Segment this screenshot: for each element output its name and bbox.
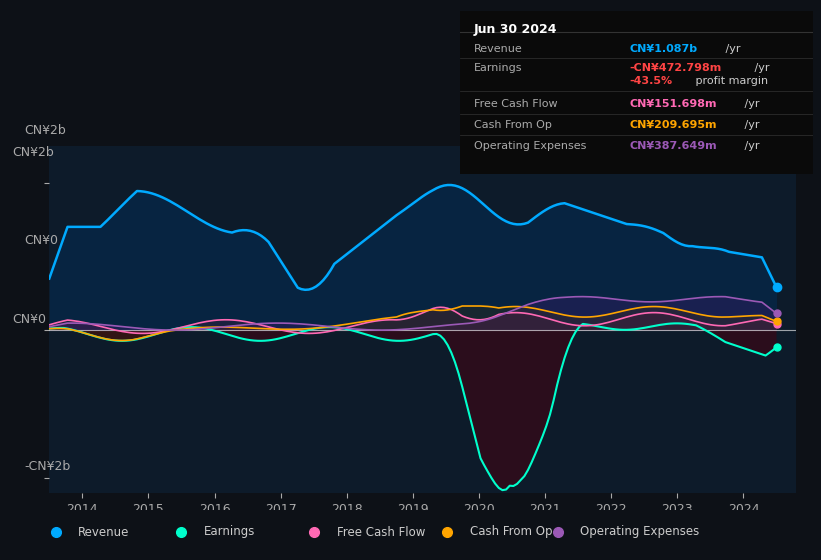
Text: Free Cash Flow: Free Cash Flow — [474, 99, 557, 109]
Text: Cash From Op: Cash From Op — [470, 525, 552, 539]
Text: /yr: /yr — [741, 120, 760, 130]
Text: CN¥209.695m: CN¥209.695m — [629, 120, 717, 130]
Text: Earnings: Earnings — [204, 525, 255, 539]
Text: Revenue: Revenue — [474, 44, 523, 54]
Text: /yr: /yr — [741, 99, 760, 109]
Text: CN¥0: CN¥0 — [11, 312, 46, 326]
Text: CN¥151.698m: CN¥151.698m — [629, 99, 717, 109]
Text: Revenue: Revenue — [78, 525, 130, 539]
Text: /yr: /yr — [722, 44, 741, 54]
Text: CN¥0: CN¥0 — [25, 234, 58, 246]
Text: profit margin: profit margin — [692, 76, 768, 86]
Text: -CN¥2b: -CN¥2b — [25, 460, 71, 473]
Text: CN¥2b: CN¥2b — [25, 124, 67, 137]
Text: Operating Expenses: Operating Expenses — [580, 525, 699, 539]
Text: /yr: /yr — [741, 141, 760, 151]
Text: Jun 30 2024: Jun 30 2024 — [474, 22, 557, 36]
Text: -CN¥472.798m: -CN¥472.798m — [629, 63, 722, 73]
Text: Earnings: Earnings — [474, 63, 522, 73]
Text: CN¥2b: CN¥2b — [11, 146, 53, 158]
Text: Operating Expenses: Operating Expenses — [474, 141, 586, 151]
Text: /yr: /yr — [751, 63, 770, 73]
Text: CN¥1.087b: CN¥1.087b — [629, 44, 697, 54]
Text: CN¥387.649m: CN¥387.649m — [629, 141, 717, 151]
Text: Cash From Op: Cash From Op — [474, 120, 552, 130]
Text: -43.5%: -43.5% — [629, 76, 672, 86]
Text: Free Cash Flow: Free Cash Flow — [337, 525, 425, 539]
